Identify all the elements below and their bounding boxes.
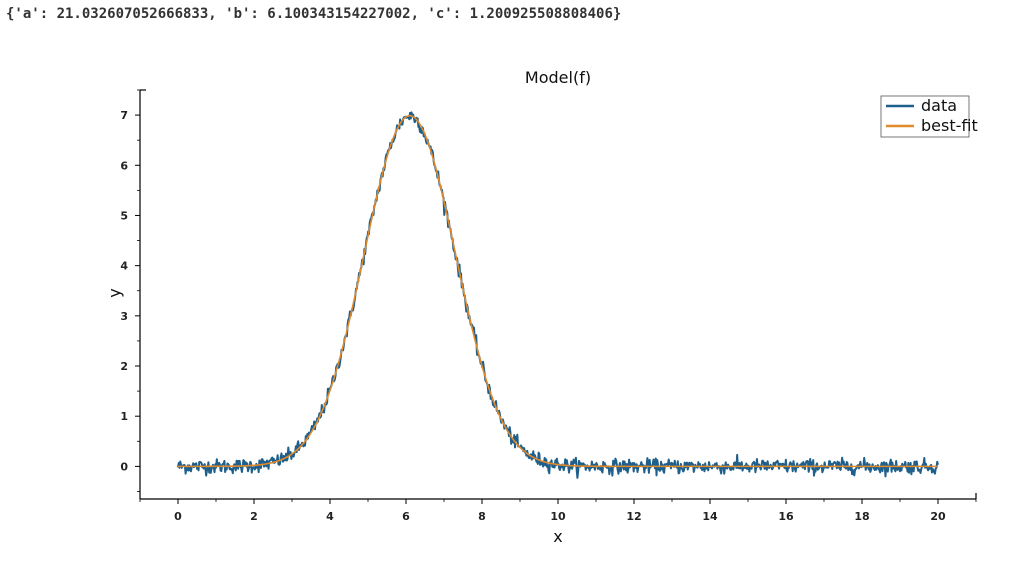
x-tick-label: 14 <box>702 510 718 523</box>
series-data-line <box>177 111 939 479</box>
x-tick-label: 6 <box>402 510 410 523</box>
y-tick-label: 3 <box>120 310 128 323</box>
x-tick-label: 20 <box>930 510 946 523</box>
y-tick-label: 4 <box>120 260 128 273</box>
x-tick-label: 0 <box>174 510 182 523</box>
y-tick-label: 6 <box>120 159 128 172</box>
x-tick-label: 16 <box>778 510 794 523</box>
y-tick-label: 0 <box>120 460 128 473</box>
x-tick-label: 8 <box>478 510 486 523</box>
y-tick-label: 1 <box>120 410 128 423</box>
y-tick-label: 2 <box>120 360 128 373</box>
y-axis-label: y <box>105 288 124 297</box>
output-text: {'a': 21.032607052666833, 'b': 6.1003431… <box>6 6 622 22</box>
x-tick-label: 12 <box>626 510 641 523</box>
x-tick-label: 2 <box>250 510 258 523</box>
y-tick-label: 5 <box>120 209 128 222</box>
x-tick-label: 4 <box>326 510 334 523</box>
series-best-fit-line <box>178 114 938 468</box>
legend-box <box>880 95 970 138</box>
chart-title: Model(f) <box>525 68 591 87</box>
x-tick-label: 10 <box>550 510 566 523</box>
y-tick-label: 7 <box>120 109 128 122</box>
x-tick-label: 18 <box>854 510 869 523</box>
legend-label-best-fit: best-fit <box>921 116 978 135</box>
legend: data best-fit <box>880 95 978 138</box>
x-axis-label: x <box>553 527 562 546</box>
plot-area <box>177 111 939 479</box>
legend-label-data: data <box>921 96 957 115</box>
